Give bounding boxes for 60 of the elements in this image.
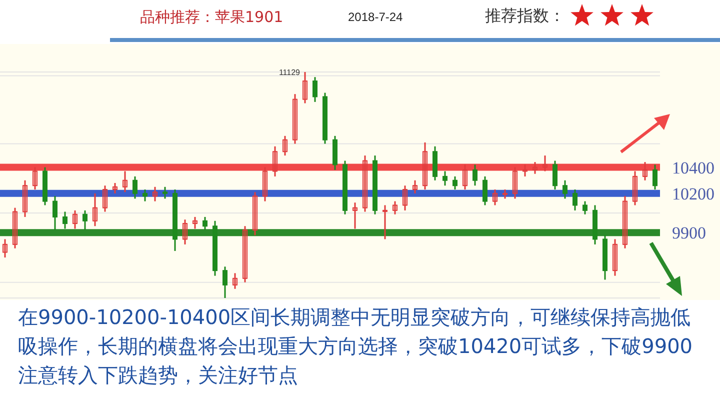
candlestick (282, 135, 288, 156)
y-tick-label: 10200 (672, 184, 714, 204)
y-tick-label: 9900 (672, 224, 706, 243)
candlestick (132, 176, 138, 200)
candlestick (2, 238, 8, 258)
candlestick (632, 170, 638, 206)
candlestick (562, 180, 568, 200)
candlestick (32, 166, 38, 190)
candlestick (382, 204, 388, 240)
candlestick (492, 188, 498, 206)
candlestick (542, 154, 548, 172)
candlestick (242, 225, 248, 284)
candlestick (532, 161, 538, 175)
annotation: 11129 (278, 68, 301, 77)
text: 在9900-10200-10400区间长期调整中无明显突破方向，可继续保持高抛低吸操作，长期的横盘将会出现重大方向选择，突破10420可试多，下破9900注意转入下跌趋势，关注好节点 (18, 304, 694, 389)
candlestick (12, 207, 18, 250)
candlestick (412, 180, 418, 194)
candlestick (92, 192, 98, 227)
candlestick (512, 166, 518, 200)
candlestick (362, 154, 368, 212)
candlestick (582, 200, 588, 216)
candlestick (642, 161, 648, 182)
candlestick (112, 182, 118, 194)
candlestick (612, 238, 618, 277)
candlestick (522, 164, 528, 178)
candlestick (422, 142, 428, 190)
candlestick (272, 146, 278, 178)
candlestick (182, 218, 188, 246)
candlestick (162, 186, 168, 200)
y-tick-label: 10400 (672, 158, 714, 178)
candlestick (472, 164, 478, 186)
candlestick (402, 184, 408, 212)
candlestick (552, 160, 558, 190)
candlestick (622, 195, 628, 250)
candlestick (452, 176, 458, 190)
candlestick (482, 176, 488, 206)
candlestick (262, 166, 268, 202)
candlestick (222, 266, 228, 298)
candlestick (442, 170, 448, 186)
candlestick (502, 188, 508, 200)
candlestick (572, 188, 578, 212)
candlestick (302, 72, 308, 104)
candlestick (462, 164, 468, 190)
candlestick (312, 76, 318, 103)
candlestick (232, 272, 238, 290)
text: 推荐指数： (485, 6, 565, 27)
candlestick (652, 164, 658, 190)
chart-title: 品种推荐：苹果1901 (140, 8, 284, 27)
candlestick (192, 216, 198, 230)
candlestick (142, 188, 148, 202)
candlestick (72, 210, 78, 230)
candlestick (122, 170, 128, 193)
candlestick (252, 191, 258, 236)
candlestick (352, 202, 358, 230)
candlestick (292, 93, 298, 145)
candlestick (392, 200, 398, 216)
chart-subtitle: 2018-7-24 (348, 10, 403, 24)
candlestick (102, 184, 108, 212)
candlestick (22, 180, 28, 218)
candlestick (152, 186, 158, 202)
